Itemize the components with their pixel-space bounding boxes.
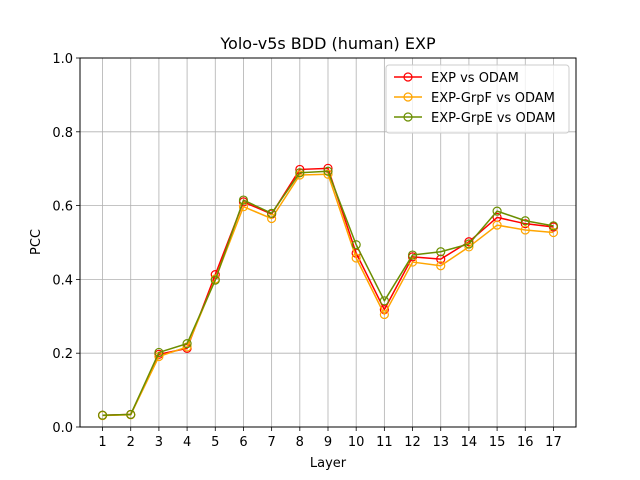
data-point — [548, 227, 559, 238]
data-point — [436, 254, 446, 264]
x-tick-label: 17 — [545, 435, 562, 450]
y-tick-label: 0.6 — [52, 200, 73, 215]
legend-label: EXP vs ODAM — [431, 71, 519, 86]
data-point — [492, 206, 502, 216]
x-tick-label: 15 — [489, 435, 506, 450]
x-tick-label: 13 — [432, 435, 449, 450]
y-axis-ticks: 0.0 0.2 0.4 0.6 0.8 1.0 — [52, 52, 80, 436]
data-point — [548, 221, 559, 231]
series-line — [102, 173, 554, 417]
y-tick-label: 0.8 — [52, 126, 73, 141]
y-tick-label: 1.0 — [52, 52, 73, 67]
data-point — [238, 202, 249, 212]
legend-swatch-marker — [403, 112, 413, 122]
data-point — [182, 339, 192, 349]
data-point — [323, 169, 333, 179]
y-tick-label: 0.0 — [52, 421, 73, 436]
legend-swatch-marker — [403, 92, 413, 102]
legend-item: EXP vs ODAM — [394, 71, 519, 86]
legend-item: EXP-GrpF vs ODAM — [394, 91, 555, 106]
y-tick-label: 0.2 — [52, 347, 73, 362]
x-tick-label: 6 — [239, 435, 247, 450]
data-point — [436, 261, 446, 271]
legend-item: EXP-GrpE vs ODAM — [394, 111, 556, 126]
data-point — [267, 213, 277, 224]
x-tick-label: 16 — [517, 435, 534, 450]
data-point — [238, 195, 249, 205]
data-point — [267, 208, 277, 218]
legend-label: EXP-GrpF vs ODAM — [431, 91, 555, 106]
x-tick-label: 11 — [376, 435, 393, 450]
legend-box — [385, 64, 570, 134]
x-tick-label: 14 — [461, 435, 478, 450]
chart-title: Yolo-v5s BDD (human) EXP — [219, 34, 436, 53]
x-tick-label: 7 — [267, 435, 275, 450]
data-point — [323, 166, 333, 176]
data-point — [126, 409, 136, 420]
y-axis-label: PCC — [29, 229, 44, 255]
data-point — [97, 410, 108, 420]
x-tick-label: 5 — [211, 435, 219, 450]
x-tick-label: 10 — [348, 435, 365, 450]
series-3 — [97, 166, 559, 420]
series-line — [102, 170, 554, 416]
data-point — [520, 219, 530, 229]
series-layer — [97, 163, 559, 421]
x-tick-label: 9 — [324, 435, 332, 450]
legend: EXP vs ODAM EXP-GrpF vs ODAM EXP-GrpE vs O… — [385, 64, 570, 134]
data-point — [520, 216, 530, 226]
legend-label: EXP-GrpE vs ODAM — [431, 111, 556, 126]
y-tick-label: 0.4 — [52, 273, 73, 288]
data-point — [379, 296, 389, 306]
data-point — [351, 240, 361, 250]
data-point — [154, 347, 164, 358]
data-point — [210, 275, 220, 285]
data-point — [351, 253, 361, 263]
x-tick-label: 3 — [155, 435, 163, 450]
x-tick-label: 12 — [404, 435, 421, 450]
x-axis-label: Layer — [310, 456, 347, 471]
x-tick-label: 2 — [127, 435, 135, 450]
data-point — [520, 225, 530, 235]
x-axis-ticks: 1 2 3 4 5 6 7 8 9 10 11 12 13 14 15 16 17 — [98, 427, 562, 450]
legend-swatch-marker — [403, 72, 413, 82]
data-point — [464, 239, 474, 249]
data-point — [379, 309, 389, 320]
data-point — [407, 250, 418, 260]
data-point — [436, 247, 446, 257]
data-point — [295, 168, 305, 178]
data-point — [492, 220, 502, 230]
x-tick-label: 1 — [98, 435, 106, 450]
x-tick-label: 8 — [296, 435, 304, 450]
x-tick-label: 4 — [183, 435, 191, 450]
